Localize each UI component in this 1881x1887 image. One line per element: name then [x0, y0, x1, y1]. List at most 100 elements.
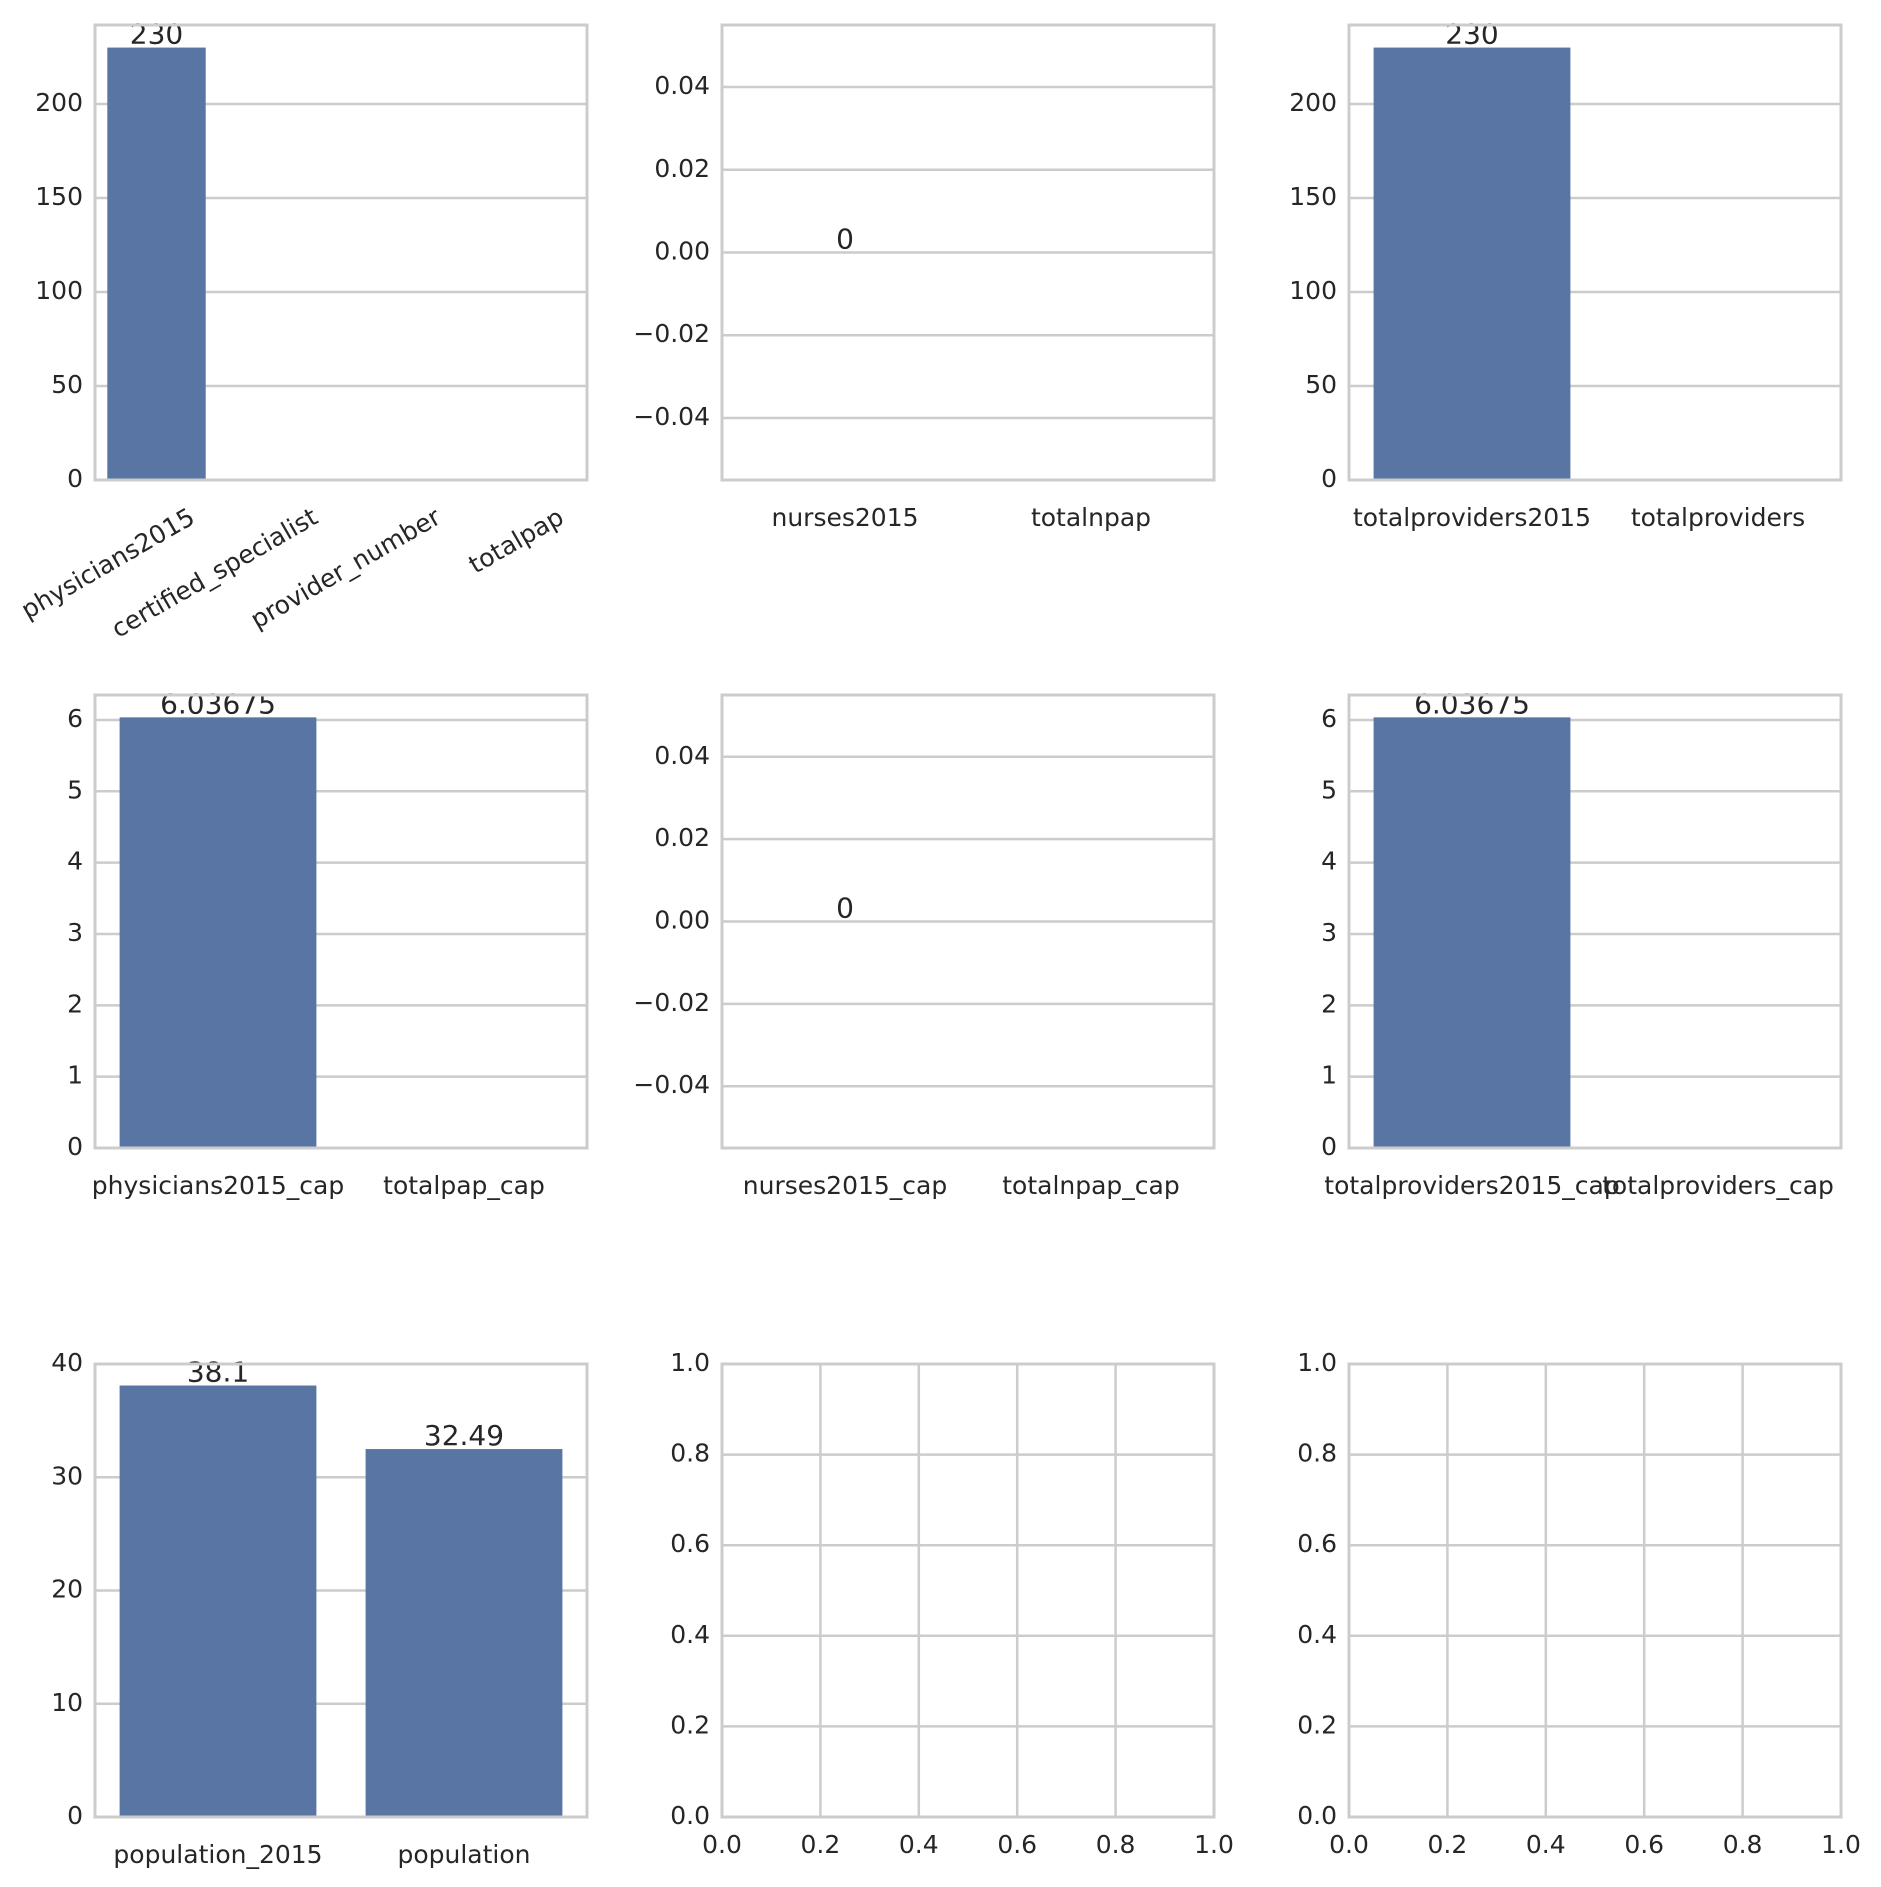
y-tick-label: 50	[51, 370, 83, 399]
data-label: 38.1	[187, 1356, 249, 1389]
data-label: 6.03675	[160, 687, 276, 720]
x-tick-label: totalnpap	[1031, 503, 1151, 532]
x-tick-label: nurses2015_cap	[743, 1171, 947, 1200]
y-tick-label: 5	[67, 775, 83, 804]
y-tick-label: 0.8	[670, 1439, 710, 1468]
x-tick-label: 0.0	[702, 1830, 742, 1859]
y-tick-label: 1.0	[670, 1348, 710, 1377]
x-tick-label: physicians2015_cap	[92, 1171, 344, 1200]
x-tick-label: 1.0	[1194, 1830, 1234, 1859]
data-label: 0	[836, 892, 854, 925]
y-tick-label: 6	[67, 704, 83, 733]
y-tick-label: 1.0	[1297, 1348, 1337, 1377]
axes-frame	[1347, 1362, 1843, 1819]
y-tick-label: 0.02	[654, 154, 710, 183]
y-tick-label: 0.00	[654, 237, 710, 266]
x-tick-label: totalproviders_cap	[1602, 1171, 1834, 1200]
bar-totalproviders2015_cap	[1373, 717, 1571, 1148]
subplot-6: 0 1 2 3 4 5 6 6.03675 totalproviders2015_captota…	[1321, 687, 1843, 1200]
x-tick-label: 0.8	[1723, 1830, 1763, 1859]
data-label: 230	[130, 18, 183, 51]
x-tick-label: totalpap_cap	[383, 1171, 545, 1200]
data-label: 6.03675	[1414, 687, 1530, 720]
y-tick-label: 3	[67, 918, 83, 947]
y-tick-label: 6	[1321, 704, 1337, 733]
axes-frame	[93, 23, 589, 482]
axes-frame	[720, 1362, 1216, 1819]
y-tick-label: 1	[1321, 1061, 1337, 1090]
y-tick-label: 20	[51, 1575, 83, 1604]
y-tick-label: 200	[1289, 88, 1337, 117]
y-tick-label: 0	[1321, 1132, 1337, 1161]
y-tick-label: 0.6	[1297, 1529, 1337, 1558]
x-tick-label: 0.6	[997, 1830, 1037, 1859]
bar-physicians2015	[107, 47, 206, 481]
y-tick-label: 0.2	[670, 1710, 710, 1739]
y-tick-label: 0	[67, 1132, 83, 1161]
data-label: 32.49	[424, 1419, 504, 1452]
bar-population_2015	[119, 1385, 317, 1817]
x-tick-label: 0.2	[801, 1830, 841, 1859]
x-tick-label: totalproviders	[1631, 503, 1805, 532]
y-tick-label: 0.4	[1297, 1620, 1337, 1649]
y-tick-label: 0.0	[1297, 1801, 1337, 1830]
x-tick-label: totalproviders2015	[1353, 503, 1591, 532]
x-tick-label: totalnpap_cap	[1002, 1171, 1180, 1200]
y-tick-label: 50	[1305, 370, 1337, 399]
y-tick-label: −0.02	[633, 988, 710, 1017]
y-tick-label: 100	[1289, 276, 1337, 305]
bar-population	[365, 1449, 563, 1817]
data-label: 230	[1445, 18, 1498, 51]
x-tick-label: 1.0	[1821, 1830, 1861, 1859]
y-tick-label: 40	[51, 1348, 83, 1377]
y-tick-label: 0.2	[1297, 1710, 1337, 1739]
y-tick-label: 0.00	[654, 906, 710, 935]
y-tick-label: 200	[35, 88, 83, 117]
bar-totalproviders2015	[1373, 47, 1571, 481]
y-tick-label: 0	[1321, 464, 1337, 493]
subplot-8: 0.0 0.2 0.4 0.6 0.8 1.0 0.0 0.2 0.4 0.6 0.8 1.0	[670, 1348, 1234, 1859]
y-tick-label: 0	[67, 1801, 83, 1830]
y-tick-label: −0.02	[633, 319, 710, 348]
y-tick-label: 3	[1321, 918, 1337, 947]
x-tick-label: certified_specialist	[107, 502, 323, 644]
axes-frame	[720, 23, 1216, 482]
y-tick-label: 0.02	[654, 823, 710, 852]
y-tick-label: −0.04	[633, 1070, 710, 1099]
subplot-4: 0 1 2 3 4 5 6 6.03675 physicians2015_cap totalpap…	[67, 687, 589, 1200]
y-tick-label: 10	[51, 1688, 83, 1717]
subplot-3: 0 50 100 150 200 230 totalproviders2015 totalpr…	[1289, 18, 1843, 532]
y-tick-label: 4	[67, 847, 83, 876]
subplot-9: 0.0 0.2 0.4 0.6 0.8 1.0 0.0 0.2 0.4 0.6 0.8 1.0	[1297, 1348, 1861, 1859]
y-tick-label: 0.8	[1297, 1439, 1337, 1468]
x-tick-label: 0.0	[1329, 1830, 1369, 1859]
y-tick-label: 5	[1321, 775, 1337, 804]
axes-frame	[720, 693, 1216, 1150]
subplot-5: −0.04 −0.02 0.00 0.02 0.04 0 nurses2015_cap tot…	[633, 693, 1216, 1200]
axes-frame	[1347, 23, 1843, 482]
axes-frame	[93, 693, 589, 1150]
y-tick-label: 0.0	[670, 1801, 710, 1830]
y-tick-label: 0.04	[654, 71, 710, 100]
y-tick-label: −0.04	[633, 402, 710, 431]
x-tick-label: totalpap	[464, 502, 569, 579]
x-tick-label: population	[397, 1840, 530, 1869]
y-tick-label: 0.04	[654, 741, 710, 770]
y-tick-label: 4	[1321, 847, 1337, 876]
y-tick-label: 150	[1289, 182, 1337, 211]
x-tick-label: 0.4	[1526, 1830, 1566, 1859]
x-tick-label: 0.8	[1096, 1830, 1136, 1859]
y-tick-label: 0.6	[670, 1529, 710, 1558]
x-tick-label: 0.6	[1624, 1830, 1664, 1859]
bar-physicians2015_cap	[119, 717, 317, 1148]
axes-frame	[1347, 693, 1843, 1150]
y-tick-label: 1	[67, 1061, 83, 1090]
y-tick-label: 100	[35, 276, 83, 305]
y-tick-label: 0.4	[670, 1620, 710, 1649]
axes-frame	[93, 1362, 589, 1819]
x-tick-label: totalproviders2015_cap	[1324, 1171, 1619, 1200]
y-tick-label: 30	[51, 1461, 83, 1490]
y-tick-label: 2	[67, 989, 83, 1018]
y-tick-label: 0	[67, 464, 83, 493]
